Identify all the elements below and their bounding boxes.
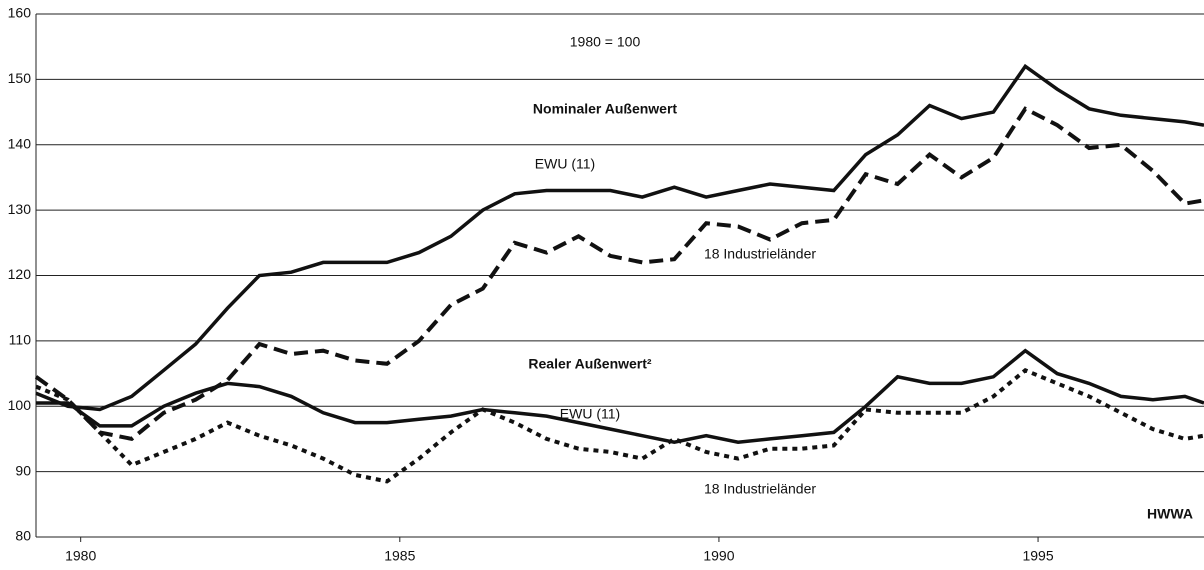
x-tick-label: 1990 xyxy=(703,548,734,564)
series-label: 18 Industrieländer xyxy=(704,481,816,497)
y-tick-label: 80 xyxy=(15,528,31,544)
x-tick-label: 1995 xyxy=(1022,548,1053,564)
series-line xyxy=(35,367,1204,484)
series-line xyxy=(35,63,1204,412)
x-tick-label: 1985 xyxy=(384,548,415,564)
y-tick-label: 160 xyxy=(8,5,32,21)
y-tick-label: 120 xyxy=(8,266,32,282)
series-label: 18 Industrieländer xyxy=(704,246,816,262)
annotation: 1980 = 100 xyxy=(570,34,641,50)
y-tick-label: 130 xyxy=(8,201,32,217)
y-tick-label: 140 xyxy=(8,135,32,151)
y-tick-label: 110 xyxy=(9,332,32,348)
x-tick-label: 1980 xyxy=(65,548,96,564)
y-tick-label: 100 xyxy=(8,397,32,413)
annotation: HWWA xyxy=(1147,506,1193,522)
y-tick-label: 150 xyxy=(8,70,32,86)
annotation: Realer Außenwert² xyxy=(528,356,652,372)
series-label: EWU (11) xyxy=(535,156,595,172)
annotation: Nominaler Außenwert xyxy=(533,101,678,117)
y-tick-label: 90 xyxy=(15,462,31,478)
series-line xyxy=(36,348,1204,444)
series-line xyxy=(34,106,1204,442)
series-label: EWU (11) xyxy=(560,406,620,422)
